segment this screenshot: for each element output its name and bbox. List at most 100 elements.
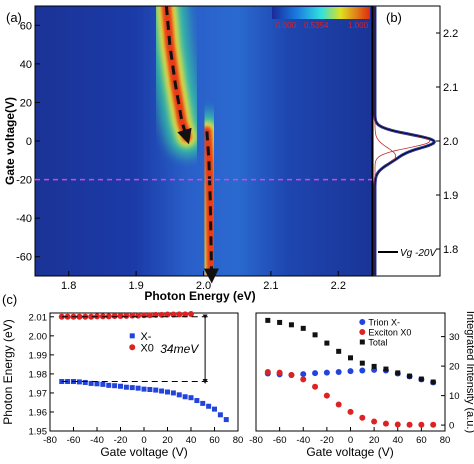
heatmap-y-tick-label: 0	[26, 136, 32, 148]
total-point	[430, 379, 436, 385]
x-tick-label: -20	[114, 435, 128, 446]
x-minus-point	[176, 392, 182, 398]
legend-total-marker	[359, 339, 365, 345]
exciton-point	[323, 392, 330, 399]
total-point	[300, 325, 306, 331]
x-zero-point	[88, 313, 95, 320]
x-tick-label: 80	[440, 435, 451, 446]
trion-point	[300, 371, 307, 378]
x-minus-point	[223, 417, 229, 423]
total-point	[288, 322, 294, 328]
total-point	[277, 319, 283, 325]
x-tick-label: 60	[209, 435, 220, 446]
spectrum-curves	[373, 6, 436, 276]
panel-label-c: (c)	[2, 292, 17, 307]
legend-x-minus-marker	[129, 333, 135, 339]
legend-x-minus-label: X-	[140, 331, 151, 343]
heatmap-x-tick-label: 2.2	[331, 280, 346, 292]
heatmap-panel-a: 0.000 0.5354 1.000 1.8 1.9 2.0 2.1 2.2-60-40-2…	[16, 5, 373, 292]
x-zero-point	[170, 311, 177, 318]
trion-point	[335, 369, 342, 375]
total-point	[312, 332, 318, 338]
x-tick-label: 0	[348, 435, 353, 446]
legend-x-zero-label: X0	[140, 342, 153, 354]
heatmap-arrows	[164, 5, 219, 284]
spectrum-y-tick-label: 1.8	[443, 244, 458, 256]
colorbar-label-2: 1.000	[348, 21, 369, 30]
x-minus-point	[129, 385, 135, 391]
total-point	[348, 355, 353, 361]
x-minus-point	[217, 412, 223, 418]
x-tick-label: -20	[320, 435, 334, 446]
x-tick-label: -60	[273, 435, 287, 446]
x-zero-point	[76, 313, 83, 320]
colorbar-labels: 0.000 0.5354 1.000	[276, 21, 369, 30]
y-tick-label: 1.96	[29, 407, 48, 418]
total-point	[324, 340, 330, 346]
legend-series-marker	[359, 319, 366, 325]
x-minus-point	[106, 382, 112, 388]
total-point	[265, 317, 271, 323]
x-minus-point	[76, 379, 82, 385]
x-zero-point	[135, 312, 142, 319]
exciton-point	[371, 418, 378, 425]
x-minus-point	[170, 390, 176, 396]
energy-annotation: 34meV	[61, 314, 209, 385]
x-tick-label: 80	[233, 435, 244, 446]
spectrum-y-tick-label: 2.2	[443, 28, 458, 40]
x-minus-point	[165, 389, 170, 395]
exciton-point	[430, 421, 437, 428]
spectrum-y-tick-label: 2.1	[443, 82, 458, 94]
x-minus-point	[88, 380, 94, 386]
legend-x-zero-marker	[129, 344, 136, 351]
heatmap-y-tick-label: -20	[16, 175, 32, 187]
colorbar	[272, 7, 370, 19]
y-tick-label: 1.95	[29, 427, 48, 438]
exciton-point	[359, 414, 366, 421]
x-tick-label: 20	[162, 435, 173, 446]
x-minus-point	[200, 400, 206, 406]
x-zero-point	[123, 312, 130, 319]
spectrum-legend-text: Vg -20V	[400, 248, 437, 259]
x-minus-point	[206, 403, 212, 409]
x-zero-point	[105, 313, 112, 320]
energy-panel-c-left: -80 -60 -40 -20 0 20 40 60 80 1.95 1.96 1.97 1.98 1.9…	[29, 310, 244, 446]
total-point	[383, 366, 389, 372]
spectrum-panel-b: 1.8 1.9 2.0 2.1 2.2 Vg -20V	[372, 5, 458, 277]
legend-series-marker	[359, 329, 366, 335]
spectrum-frame	[372, 5, 441, 277]
y-tick-label: 1.97	[29, 388, 48, 399]
energy-legend: X-X0	[129, 331, 154, 354]
x-zero-point	[146, 312, 153, 319]
legend-series-label: Total	[368, 338, 387, 348]
y-tick-label: 0	[449, 421, 454, 432]
colorbar-label-0: 0.000	[276, 21, 297, 30]
x-tick-label: 40	[186, 435, 197, 446]
x-zero-point	[164, 311, 171, 318]
trion-point	[312, 370, 319, 377]
heatmap-x-tick-label: 2.1	[263, 280, 278, 292]
x-tick-label: 40	[392, 435, 403, 446]
intensity-x-axis-label: Gate voltage (V)	[306, 445, 393, 459]
spectrum-y-tick-label: 1.9	[443, 190, 458, 202]
ridge-arrow-upper	[164, 5, 192, 145]
x-minus-point	[212, 406, 217, 412]
x-minus-point	[112, 383, 118, 389]
ridge-arrow-lower	[203, 131, 219, 284]
y-tick-label: 10	[449, 391, 460, 402]
exciton-point	[382, 420, 389, 427]
energy-axes: -80 -60 -40 -20 0 20 40 60 80 1.95 1.96 1.97 1.98 1.9…	[29, 312, 244, 446]
x-zero-point	[176, 311, 183, 318]
heatmap-x-tick-label: 1.8	[61, 280, 76, 292]
heatmap-y-tick-label: -40	[16, 213, 32, 225]
total-point	[359, 360, 365, 366]
colorbar-label-1: 0.5354	[304, 21, 329, 30]
x-tick-label: -40	[296, 435, 310, 446]
x-minus-point	[141, 386, 147, 392]
y-tick-label: 2.00	[29, 331, 48, 342]
x-minus-point	[123, 384, 129, 390]
intensity-panel-c-right: -80 -60 -40 -20 0 20 40 60 80 0 10 20 30 Trion X-Exc…	[249, 312, 460, 446]
exciton-point	[264, 369, 271, 375]
exciton-point	[288, 371, 295, 378]
